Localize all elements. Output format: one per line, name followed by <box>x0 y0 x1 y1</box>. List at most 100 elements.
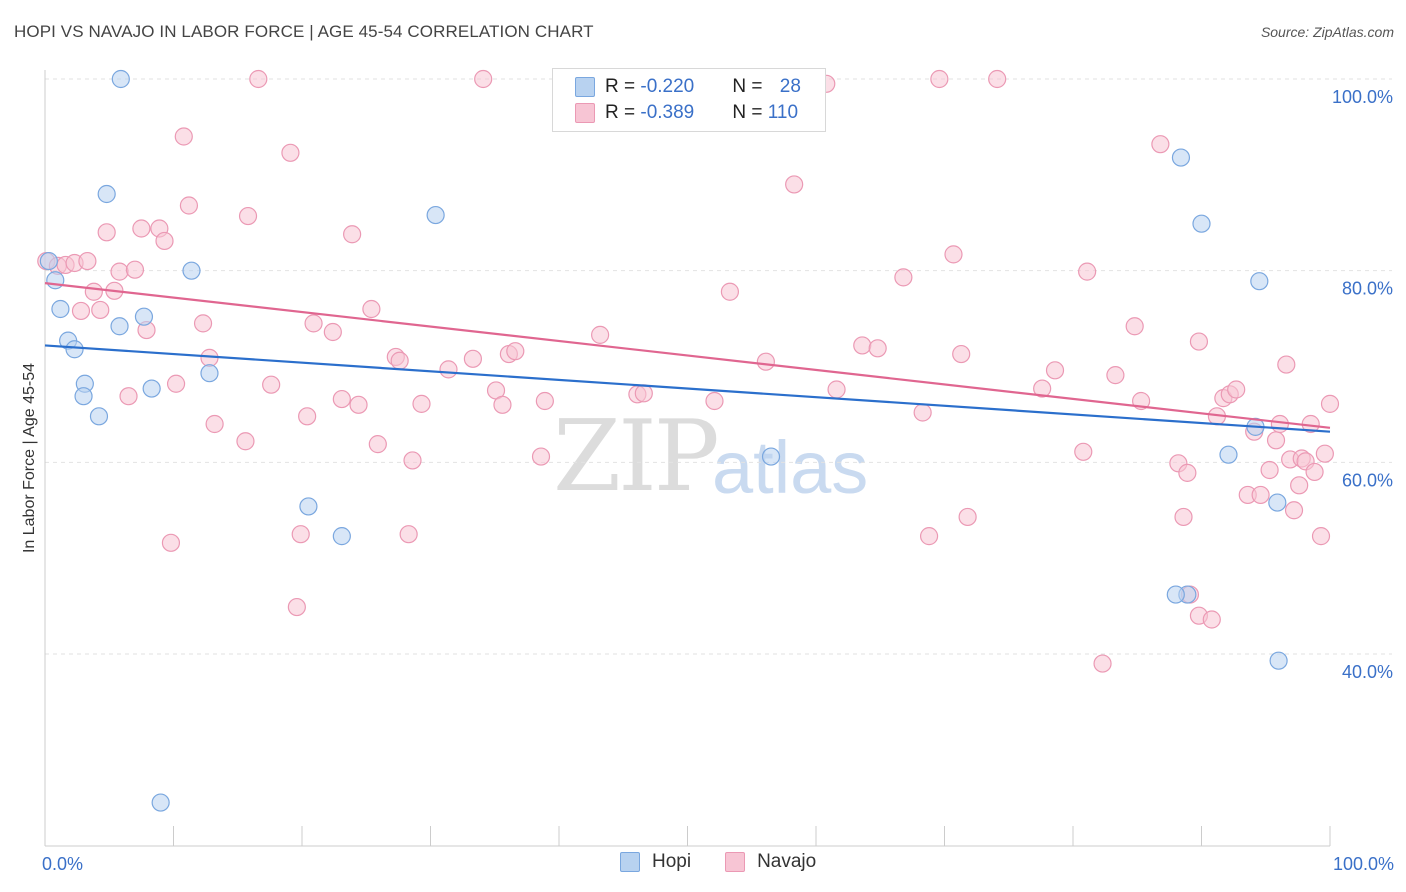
navajo-point-6 <box>84 282 103 301</box>
navajo-point-44 <box>439 360 458 379</box>
hopi-r-value: -0.220 <box>640 76 695 97</box>
navajo-point-31 <box>298 407 317 426</box>
navajo-point-66 <box>894 268 913 287</box>
hopi-point-2 <box>51 299 70 319</box>
navajo-point-32 <box>304 314 323 333</box>
navajo-point-110 <box>1320 394 1340 413</box>
hopi-point-15 <box>200 364 219 383</box>
navajo-point-76 <box>1074 442 1093 461</box>
x-tick-label-0: 0.0% <box>42 854 83 874</box>
navajo-legend-swatch <box>725 852 746 872</box>
navajo-point-93 <box>1227 380 1246 399</box>
hopi-n-label: N = <box>732 76 768 97</box>
hopi-n-value: 28 <box>779 76 801 97</box>
navajo-point-7 <box>91 300 110 320</box>
navajo-point-26 <box>249 69 268 89</box>
hopi-point-10 <box>111 69 130 89</box>
hopi-r-label: R = <box>605 76 641 97</box>
hopi-point-16 <box>299 497 318 516</box>
navajo-point-18 <box>166 374 186 393</box>
navajo-point-59 <box>720 282 740 301</box>
hopi-point-19 <box>761 447 781 466</box>
hopi-point-28 <box>1269 651 1288 670</box>
navajo-point-41 <box>399 525 418 544</box>
navajo-point-63 <box>827 380 846 399</box>
series-legend: Hopi Navajo <box>620 851 816 873</box>
hopi-point-21 <box>1192 214 1211 233</box>
navajo-point-82 <box>1151 135 1170 154</box>
navajo-point-13 <box>132 219 151 238</box>
hopi-point-14 <box>182 261 201 280</box>
hopi-point-26 <box>1250 272 1269 291</box>
hopi-legend-swatch <box>620 852 640 872</box>
navajo-point-30 <box>291 525 310 544</box>
navajo-point-109 <box>1315 444 1334 463</box>
navajo-r-label: R = <box>605 102 641 123</box>
hopi-point-1 <box>46 271 65 290</box>
navajo-point-61 <box>785 175 804 194</box>
navajo-point-23 <box>205 414 224 434</box>
hopi-point-24 <box>1219 445 1238 464</box>
navajo-point-5 <box>71 301 91 321</box>
navajo-point-84 <box>1174 507 1193 527</box>
navajo-point-52 <box>535 391 554 411</box>
legend-row-hopi: R = -0.220 N = 28 <box>575 74 801 100</box>
correlation-legend: R = -0.220 N = 28 R = -0.389 N = 110 <box>552 68 826 132</box>
navajo-point-11 <box>119 387 138 406</box>
hopi-legend-label: Hopi <box>652 851 692 872</box>
navajo-point-45 <box>463 349 483 368</box>
navajo-point-72 <box>958 507 977 527</box>
navajo-point-70 <box>944 245 963 264</box>
navajo-point-24 <box>236 432 255 451</box>
navajo-point-73 <box>988 69 1007 89</box>
hopi-point-20 <box>1171 148 1191 167</box>
navajo-point-56 <box>634 384 653 403</box>
y-axis-title: In Labor Force | Age 45-54 <box>21 363 38 553</box>
navajo-point-68 <box>919 527 939 546</box>
hopi-point-23 <box>1166 585 1185 604</box>
navajo-point-50 <box>506 342 525 361</box>
navajo-point-40 <box>390 351 409 370</box>
navajo-point-27 <box>262 375 281 394</box>
y-tick-label-100: 100.0% <box>1332 87 1393 107</box>
navajo-point-21 <box>193 314 213 333</box>
navajo-point-75 <box>1045 361 1065 380</box>
navajo-point-80 <box>1125 317 1144 336</box>
navajo-r-value: -0.389 <box>640 102 695 123</box>
watermark-zip: ZIP <box>553 400 720 514</box>
navajo-trend-line <box>44 282 1331 429</box>
navajo-point-4 <box>78 251 97 271</box>
hopi-point-6 <box>74 387 93 406</box>
navajo-point-19 <box>174 127 193 146</box>
navajo-point-46 <box>474 69 493 89</box>
navajo-point-17 <box>161 533 181 552</box>
navajo-point-79 <box>1106 366 1125 385</box>
navajo-point-34 <box>332 389 351 409</box>
navajo-n-label: N = <box>732 102 768 123</box>
navajo-point-85 <box>1178 463 1197 482</box>
y-tick-label-60: 60.0% <box>1342 470 1393 490</box>
hopi-point-4 <box>65 340 84 359</box>
navajo-point-88 <box>1189 332 1209 351</box>
navajo-point-102 <box>1284 501 1304 520</box>
navajo-point-77 <box>1078 262 1097 281</box>
navajo-swatch <box>575 103 595 123</box>
hopi-point-17 <box>332 527 351 546</box>
hopi-point-11 <box>134 307 154 326</box>
navajo-point-96 <box>1251 485 1270 505</box>
navajo-point-36 <box>349 395 368 414</box>
navajo-point-107 <box>1305 462 1324 482</box>
hopi-trend-line <box>44 344 1331 433</box>
watermark-atlas: atlas <box>712 426 869 509</box>
navajo-point-16 <box>155 231 174 251</box>
navajo-point-51 <box>531 447 551 466</box>
navajo-point-54 <box>591 325 610 344</box>
navajo-point-67 <box>913 403 932 422</box>
navajo-point-89 <box>1202 610 1221 629</box>
hopi-point-18 <box>426 205 445 225</box>
navajo-point-58 <box>705 391 724 411</box>
navajo-point-64 <box>853 336 872 355</box>
hopi-point-0 <box>39 251 58 271</box>
navajo-point-71 <box>952 344 971 364</box>
navajo-point-103 <box>1290 476 1309 495</box>
